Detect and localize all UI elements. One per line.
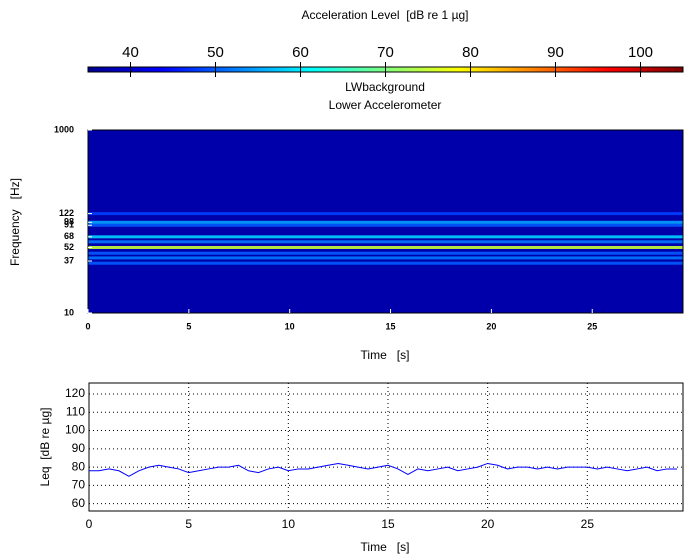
y-tick-label: 110 xyxy=(66,404,85,418)
x-tick-label: 0 xyxy=(85,321,90,331)
y-tick-label: 120 xyxy=(65,386,85,400)
spectrogram-band xyxy=(88,256,683,260)
plot-frame xyxy=(88,382,684,512)
spectrogram-band xyxy=(88,245,683,249)
x-axis-label: Time [s] xyxy=(361,540,410,554)
chart-subtitle: Lower Accelerometer xyxy=(329,98,442,112)
spectrogram-band xyxy=(88,223,683,227)
x-tick-label: 50 xyxy=(207,44,224,61)
spectrogram-band xyxy=(88,251,683,255)
x-tick-label: 100 xyxy=(628,44,653,61)
data-line xyxy=(89,462,678,477)
spectrogram-band xyxy=(88,261,683,265)
x-tick-label: 10 xyxy=(285,321,295,331)
plot-frame xyxy=(87,129,684,314)
x-tick-label: 20 xyxy=(486,321,496,331)
y-tick-label: 52 xyxy=(64,242,74,252)
x-tick-label: 0 xyxy=(86,517,93,531)
y-tick-label: 80 xyxy=(72,459,86,473)
y-tick-label: 37 xyxy=(64,255,74,265)
x-tick-label: 5 xyxy=(186,321,191,331)
x-tick-label: 20 xyxy=(481,517,495,531)
x-tick-label: 60 xyxy=(292,44,309,61)
x-tick-label: 15 xyxy=(381,517,395,531)
x-tick-label: 90 xyxy=(547,44,564,61)
chart-title: LWbackground xyxy=(345,80,425,94)
y-tick-label: 1000 xyxy=(54,124,74,134)
x-tick-label: 40 xyxy=(122,44,139,61)
y-axis-label: Leq [dB re µg] xyxy=(38,408,52,487)
y-tick-label: 70 xyxy=(72,478,86,492)
y-tick-label: 10 xyxy=(64,307,74,317)
y-tick-label: 90 xyxy=(72,441,86,455)
y-axis-label: Frequency [Hz] xyxy=(8,178,22,266)
x-tick-label: 15 xyxy=(386,321,396,331)
spectrogram-band xyxy=(88,212,683,216)
y-tick-label: 122 xyxy=(59,208,74,218)
x-tick-label: 70 xyxy=(377,44,394,61)
spectrogram-band xyxy=(88,240,683,244)
x-tick-label: 25 xyxy=(587,321,597,331)
x-tick-label: 80 xyxy=(462,44,479,61)
y-tick-label: 68 xyxy=(64,231,74,241)
spectrogram-band xyxy=(88,220,683,224)
colorbar-label: Acceleration Level [dB re 1 µg] xyxy=(301,8,468,22)
y-tick-label: 91 xyxy=(64,220,74,230)
x-tick-label: 10 xyxy=(282,517,296,531)
x-axis-label: Time [s] xyxy=(361,348,410,362)
x-tick-label: 25 xyxy=(581,517,595,531)
y-tick-label: 98 xyxy=(64,217,74,227)
spectrogram-band xyxy=(88,235,683,239)
y-tick-label: 60 xyxy=(72,496,86,510)
y-tick-label: 100 xyxy=(65,423,85,437)
x-tick-label: 5 xyxy=(185,517,192,531)
